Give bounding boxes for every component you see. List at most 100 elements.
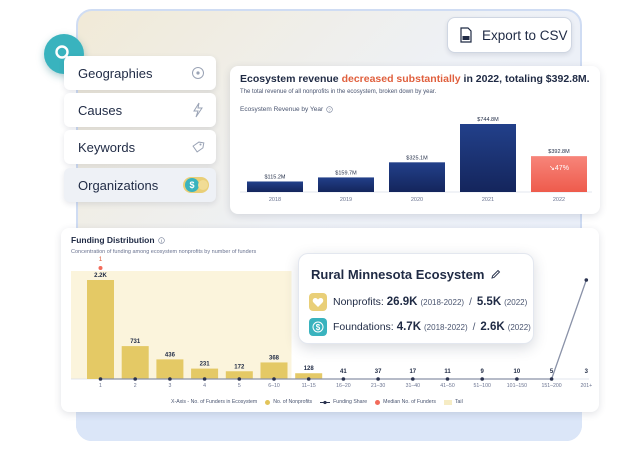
nonprofits-label: Nonprofits: (333, 296, 384, 308)
revenue-bar (389, 162, 445, 192)
edit-pencil-icon[interactable] (490, 269, 501, 280)
funding-share-point (376, 377, 380, 381)
nonprofit-bar (295, 373, 323, 379)
svg-text:i: i (160, 238, 161, 243)
legend-label: No. of Nonprofits (273, 399, 313, 405)
revenue-card: Ecosystem revenue decreased substantiall… (230, 66, 600, 214)
svg-text:$: $ (189, 180, 194, 190)
bar-value-label: 17 (409, 369, 416, 375)
revenue-bar-chart: $115.2M 2018 $159.7M 2019 $325.1M 2020 $744.8M… (240, 117, 592, 203)
decline-badge: ↘47% (549, 165, 569, 172)
nonprofits-range: (2018-2022) (420, 297, 465, 307)
bar-value-label: 231 (200, 362, 211, 368)
bar-value-label: $744.8M (477, 117, 499, 123)
legend-tail[interactable]: Tail (443, 399, 463, 405)
bar-value-label: 41 (340, 369, 347, 375)
export-label: Export to CSV (482, 27, 568, 43)
legend-median[interactable]: Median No. of Funders (375, 399, 436, 405)
x-tick-label: 2022 (553, 197, 565, 203)
bar-value-label: 368 (269, 355, 280, 361)
sidebar-item-label: Organizations (78, 177, 159, 193)
nonprofit-bar (87, 280, 114, 379)
bar-value-label: 11 (444, 369, 451, 375)
x-tick-label: 3 (168, 383, 171, 389)
revenue-subtitle: The total revenue of all nonprofits in t… (240, 89, 437, 95)
nonprofit-bar (191, 368, 219, 379)
sidebar-item-geographies[interactable]: Geographies (64, 56, 216, 90)
funding-share-point (341, 377, 346, 381)
bar-value-label: 10 (514, 369, 521, 375)
foundations-total: 4.7K (396, 321, 422, 333)
location-pin-icon (190, 65, 206, 81)
legend-swatch (265, 399, 271, 405)
bar-value-label: $115.2M (265, 174, 286, 180)
ecosystem-title: Rural Minnesota Ecosystem (311, 267, 501, 282)
x-tick-label: 16–20 (336, 383, 351, 389)
foundations-label: Foundations: (333, 321, 394, 333)
legend-xaxis-label: X-Axis - No. of Funders in Ecosystem (171, 399, 258, 405)
x-tick-label: 1 (99, 383, 102, 389)
x-tick-label: 6–10 (268, 383, 280, 389)
foundations-range: (2018-2022) (424, 322, 468, 332)
foundations-2022: 2.6K (480, 321, 505, 333)
legend-swatch (443, 399, 452, 405)
funding-bar-chart: 2.2K173124363231417253686–1012811–154116… (71, 256, 592, 389)
x-tick-label: 5 (238, 383, 241, 389)
funding-share-point (237, 377, 242, 381)
revenue-bar (318, 177, 374, 192)
x-tick-label: 4 (203, 383, 206, 389)
x-tick-label: 151–200 (541, 383, 561, 389)
help-icon[interactable]: ? (326, 106, 333, 113)
funding-share-point (98, 377, 103, 381)
funding-share-point (549, 377, 554, 381)
headline-text-end: in 2022, totaling $392.8M. (460, 73, 590, 85)
x-tick-label: 41–50 (440, 383, 455, 389)
separator: / (472, 321, 476, 333)
x-tick-label: 2018 (269, 197, 281, 203)
nonprofits-total: 26.9K (386, 296, 418, 308)
svg-text:$: $ (316, 323, 321, 332)
bar-value-label: 5 (550, 369, 554, 375)
x-tick-label: 2021 (482, 197, 494, 203)
sidebar-item-label: Keywords (78, 139, 136, 155)
chart-legend: X-Axis - No. of Funders in Ecosystem No.… (171, 399, 463, 405)
x-tick-label: 2020 (411, 197, 423, 203)
x-tick-label: 21–30 (371, 383, 386, 389)
nonprofits-2022: 5.5K (476, 296, 502, 308)
csv-file-icon (460, 27, 472, 43)
bar-value-label: 9 (481, 369, 485, 375)
foundations-row: $ Foundations: 4.7K (2018-2022) / 2.6K (… (309, 318, 531, 336)
bar-value-label: 37 (375, 369, 382, 375)
foundations-year: (2022) (507, 322, 531, 332)
revenue-bar (531, 156, 587, 192)
sidebar-item-causes[interactable]: Causes (64, 93, 216, 127)
sidebar-item-label: Causes (78, 102, 123, 118)
revenue-bar (460, 124, 516, 192)
lightning-icon (190, 102, 206, 118)
revenue-bar (247, 181, 303, 192)
nonprofit-bar (156, 359, 184, 379)
separator: / (469, 296, 472, 308)
revenue-chart-label: Ecosystem Revenue by Year ? (240, 106, 333, 113)
x-tick-label: 51–100 (474, 383, 491, 389)
export-csv-button[interactable]: Export to CSV (447, 17, 572, 53)
median-marker (98, 266, 103, 270)
nonprofits-row: Nonprofits: 26.9K (2018-2022) / 5.5K (20… (309, 293, 527, 311)
bar-value-label: 436 (165, 352, 176, 358)
info-icon[interactable]: i (157, 236, 165, 244)
legend-line-swatch (320, 400, 331, 404)
x-tick-label: 2 (134, 383, 137, 389)
nonprofits-year: (2022) (504, 297, 528, 307)
revenue-headline: Ecosystem revenue decreased substantiall… (240, 73, 590, 85)
x-tick-label: 2019 (340, 197, 352, 203)
sidebar-item-keywords[interactable]: Keywords (64, 130, 216, 164)
bar-value-label: 731 (130, 339, 141, 345)
legend-nonprofits[interactable]: No. of Nonprofits (265, 399, 312, 405)
legend-funding-share[interactable]: Funding Share (320, 399, 367, 405)
sidebar-item-organizations[interactable]: Organizations $ (64, 168, 216, 202)
bar-value-label: $392.8M (548, 149, 570, 155)
funding-share-point (584, 278, 589, 282)
median-label: 1 (99, 256, 103, 263)
bar-value-label: 2.2K (94, 273, 107, 279)
